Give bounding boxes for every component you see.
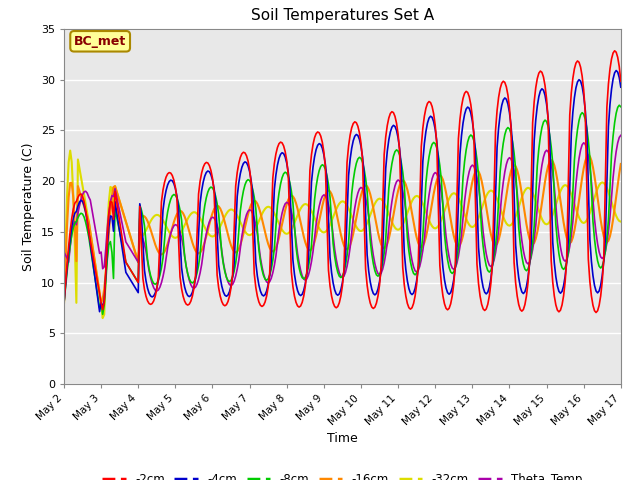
Theta_Temp bbox=[379, 266, 387, 272]
-8cm bbox=[410, 271, 417, 276]
-2cm bbox=[60, 300, 68, 306]
Theta_Temp bbox=[60, 249, 68, 255]
Line: -16cm: -16cm bbox=[64, 155, 621, 303]
-16cm bbox=[396, 182, 403, 188]
Theta_Temp bbox=[76, 203, 83, 209]
-32cm bbox=[60, 300, 68, 306]
-32cm bbox=[412, 194, 419, 200]
Theta_Temp bbox=[550, 184, 558, 190]
-8cm bbox=[397, 159, 405, 165]
Theta_Temp bbox=[397, 182, 405, 188]
-8cm bbox=[616, 102, 623, 108]
-8cm bbox=[379, 260, 387, 266]
-16cm bbox=[164, 241, 172, 247]
-32cm bbox=[77, 174, 85, 180]
-2cm bbox=[592, 310, 600, 315]
Line: -8cm: -8cm bbox=[64, 105, 621, 314]
-16cm bbox=[76, 188, 83, 194]
-16cm bbox=[549, 158, 557, 164]
-32cm bbox=[399, 222, 406, 228]
-2cm bbox=[549, 279, 557, 285]
Text: BC_met: BC_met bbox=[74, 35, 126, 48]
-4cm bbox=[76, 199, 83, 205]
-16cm bbox=[60, 300, 68, 306]
-32cm bbox=[167, 232, 175, 238]
-2cm bbox=[377, 265, 385, 271]
-2cm bbox=[617, 78, 625, 84]
-2cm bbox=[164, 171, 172, 177]
-16cm bbox=[408, 211, 416, 216]
-8cm bbox=[550, 191, 558, 197]
Theta_Temp bbox=[165, 237, 173, 243]
-8cm bbox=[60, 300, 68, 306]
-2cm bbox=[611, 48, 618, 54]
Theta_Temp bbox=[410, 264, 417, 270]
-4cm bbox=[60, 300, 68, 306]
Line: -2cm: -2cm bbox=[64, 51, 621, 312]
-4cm bbox=[96, 309, 104, 314]
-8cm bbox=[76, 212, 83, 217]
Line: Theta_Temp: Theta_Temp bbox=[64, 135, 621, 291]
-4cm bbox=[550, 260, 558, 266]
Legend: -2cm, -4cm, -8cm, -16cm, -32cm, Theta_Temp: -2cm, -4cm, -8cm, -16cm, -32cm, Theta_Te… bbox=[97, 468, 588, 480]
-2cm bbox=[408, 305, 416, 311]
Theta_Temp bbox=[153, 288, 161, 294]
-4cm bbox=[612, 68, 620, 73]
-32cm bbox=[617, 219, 625, 225]
Line: -4cm: -4cm bbox=[64, 71, 621, 312]
-8cm bbox=[617, 104, 625, 109]
X-axis label: Time: Time bbox=[327, 432, 358, 445]
-4cm bbox=[617, 84, 625, 90]
-8cm bbox=[99, 312, 106, 317]
-32cm bbox=[99, 315, 106, 321]
-4cm bbox=[165, 179, 173, 184]
Theta_Temp bbox=[617, 132, 625, 138]
-16cm bbox=[377, 241, 385, 247]
-4cm bbox=[379, 251, 387, 257]
-32cm bbox=[380, 200, 388, 206]
-32cm bbox=[552, 202, 559, 208]
-2cm bbox=[396, 148, 403, 154]
-4cm bbox=[397, 163, 405, 168]
-2cm bbox=[76, 192, 83, 197]
-8cm bbox=[165, 202, 173, 207]
-4cm bbox=[410, 290, 417, 296]
-32cm bbox=[67, 148, 74, 154]
Title: Soil Temperatures Set A: Soil Temperatures Set A bbox=[251, 9, 434, 24]
-16cm bbox=[584, 152, 592, 158]
Line: -32cm: -32cm bbox=[64, 151, 621, 318]
Y-axis label: Soil Temperature (C): Soil Temperature (C) bbox=[22, 142, 35, 271]
-16cm bbox=[617, 161, 625, 167]
